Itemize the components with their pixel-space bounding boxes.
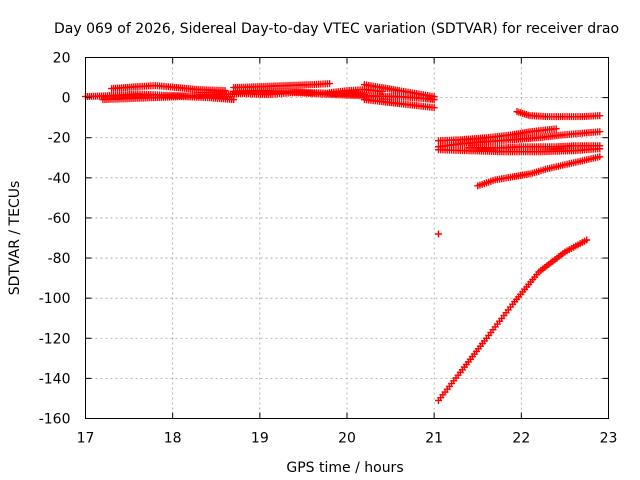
data-point <box>596 153 604 161</box>
data-series <box>435 236 591 404</box>
y-tick-label: -80 <box>48 251 71 267</box>
data-point <box>552 125 560 133</box>
data-series <box>435 230 443 238</box>
data-point <box>430 93 438 101</box>
y-tick-label: -140 <box>39 371 71 387</box>
data-series <box>108 82 229 95</box>
x-tick-label: 20 <box>338 431 356 447</box>
data-series <box>465 142 604 152</box>
data-point <box>596 112 604 120</box>
y-axis-title: SDTVAR / TECUs <box>7 181 23 296</box>
y-tick-label: -60 <box>48 211 71 227</box>
y-tick-labels: 20 0 -20 -40 -60 -80 -100 -120 -140 -160 <box>39 51 71 428</box>
data-series <box>435 128 604 151</box>
y-tick-label: -160 <box>39 412 71 428</box>
data-point <box>583 236 591 244</box>
data-series <box>513 108 604 121</box>
data-point <box>430 104 438 112</box>
y-tick-label: -20 <box>48 131 71 147</box>
x-tick-labels: 17 18 19 20 21 22 23 <box>77 431 618 447</box>
data-series <box>474 153 604 190</box>
data-point <box>596 142 604 150</box>
axis-ticks <box>85 57 609 419</box>
x-tick-label: 22 <box>512 431 530 447</box>
data-point <box>326 80 334 88</box>
x-tick-label: 19 <box>251 431 269 447</box>
y-tick-label: -40 <box>48 171 71 187</box>
x-tick-label: 23 <box>600 431 618 447</box>
chart-title: Day 069 of 2026, Sidereal Day-to-day VTE… <box>54 21 619 37</box>
x-tick-label: 21 <box>425 431 443 447</box>
data-series <box>360 81 438 101</box>
y-tick-label: 0 <box>62 91 71 107</box>
data-points <box>82 80 604 404</box>
data-series <box>435 125 560 145</box>
y-tick-label: -120 <box>39 331 71 347</box>
y-tick-label: -100 <box>39 291 71 307</box>
data-series <box>360 96 438 112</box>
data-point <box>230 96 238 104</box>
data-point <box>596 128 604 136</box>
data-point <box>221 87 229 95</box>
x-tick-label: 17 <box>77 431 95 447</box>
x-tick-label: 18 <box>164 431 182 447</box>
data-series <box>99 93 238 104</box>
y-tick-label: 20 <box>53 51 71 67</box>
x-axis-title: GPS time / hours <box>286 460 403 476</box>
data-point <box>435 230 443 238</box>
